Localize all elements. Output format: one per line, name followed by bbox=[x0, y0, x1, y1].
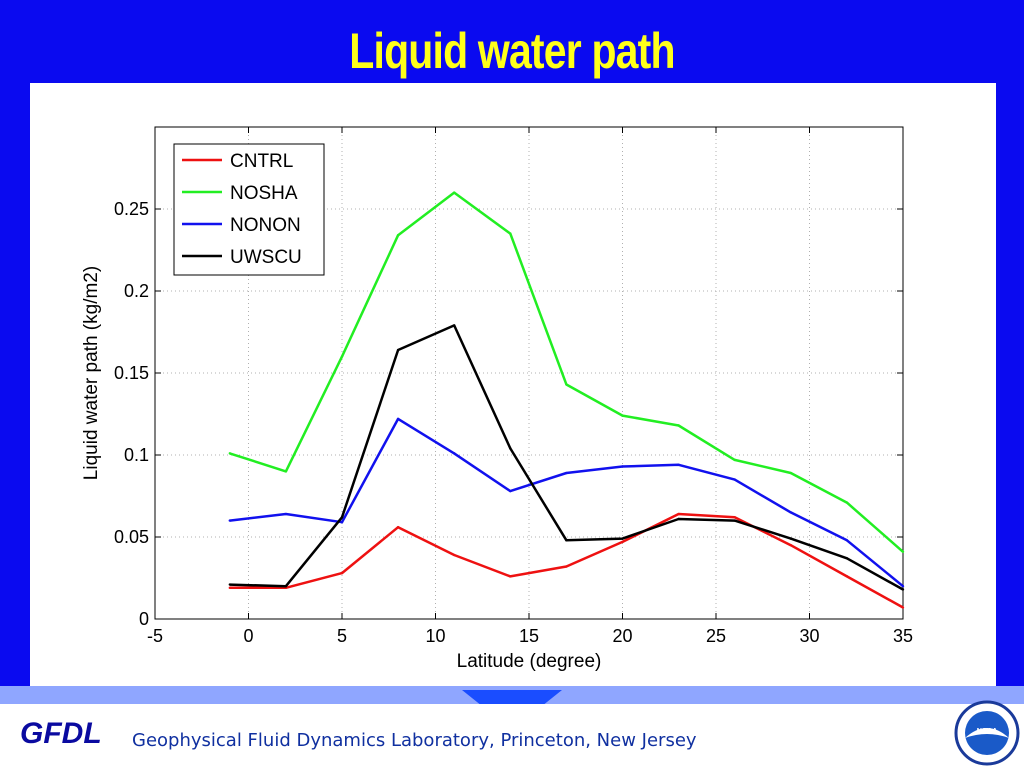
data-point-nonon bbox=[565, 471, 568, 475]
x-tick-label: 5 bbox=[337, 626, 347, 646]
data-point-nonon bbox=[453, 452, 456, 455]
series-line-cntrl bbox=[229, 512, 904, 609]
series-line-nonon bbox=[229, 417, 904, 588]
data-point-uwscu bbox=[453, 324, 456, 327]
data-point-nonon bbox=[509, 489, 512, 493]
data-point-nonon bbox=[228, 519, 231, 522]
footer-org: GFDL bbox=[20, 717, 102, 750]
noaa-logo: NOAA bbox=[954, 700, 1020, 766]
legend: CNTRL NOSHA NONON UWSCU bbox=[173, 143, 325, 276]
x-axis-label: Latitude (degree) bbox=[457, 651, 602, 672]
y-tick-label: 0.25 bbox=[114, 199, 149, 219]
data-point-cntrl bbox=[396, 525, 400, 529]
data-point-cntrl bbox=[228, 586, 231, 590]
data-point-cntrl bbox=[509, 575, 512, 578]
legend-label-nosha: NOSHA bbox=[230, 183, 298, 204]
data-point-cntrl bbox=[340, 571, 344, 575]
data-point-cntrl bbox=[901, 606, 905, 609]
data-point-uwscu bbox=[733, 519, 736, 522]
data-point-nosha bbox=[396, 234, 400, 237]
x-tick-label: 20 bbox=[612, 626, 632, 646]
y-axis-label: Liquid water path (kg/m2) bbox=[81, 266, 102, 480]
y-tick-label: 0.2 bbox=[124, 281, 149, 301]
data-point-uwscu bbox=[789, 537, 792, 540]
data-point-cntrl bbox=[845, 575, 849, 578]
data-point-cntrl bbox=[733, 516, 736, 519]
legend-label-nonon: NONON bbox=[230, 215, 301, 236]
x-tick-label: 35 bbox=[893, 626, 913, 646]
series-line-nosha bbox=[229, 191, 904, 553]
data-point-uwscu bbox=[621, 537, 624, 540]
footer bbox=[0, 704, 1024, 768]
footer-lab-text: Geophysical Fluid Dynamics Laboratory, P… bbox=[132, 730, 697, 751]
y-tick-label: 0.15 bbox=[114, 363, 149, 383]
series-line-uwscu bbox=[229, 324, 904, 591]
y-tick-label: 0.1 bbox=[124, 445, 149, 465]
data-point-nonon bbox=[789, 511, 792, 514]
x-tick-label: 10 bbox=[425, 626, 445, 646]
data-point-nosha bbox=[565, 383, 568, 386]
data-point-nosha bbox=[621, 414, 624, 417]
x-tick-label: 25 bbox=[706, 626, 726, 646]
data-point-nonon bbox=[340, 521, 344, 524]
data-point-nosha bbox=[733, 458, 736, 462]
data-point-nonon bbox=[733, 478, 736, 481]
data-point-nosha bbox=[228, 452, 231, 455]
data-point-nosha bbox=[677, 424, 680, 427]
data-point-nosha bbox=[509, 232, 512, 235]
data-point-uwscu bbox=[228, 583, 231, 586]
x-tick-label: -5 bbox=[147, 626, 163, 646]
data-point-cntrl bbox=[565, 565, 568, 568]
x-tick-label: 30 bbox=[799, 626, 819, 646]
data-point-uwscu bbox=[565, 539, 568, 542]
data-point-uwscu bbox=[340, 516, 344, 519]
data-point-nonon bbox=[845, 539, 849, 542]
data-point-nonon bbox=[621, 465, 624, 468]
y-tick-label: 0.05 bbox=[114, 527, 149, 547]
data-point-nosha bbox=[340, 355, 344, 358]
data-point-nonon bbox=[396, 417, 400, 421]
data-point-cntrl bbox=[789, 544, 792, 547]
slide-title: Liquid water path bbox=[349, 23, 675, 79]
data-point-uwscu bbox=[396, 348, 400, 352]
data-point-cntrl bbox=[621, 540, 624, 544]
data-point-nosha bbox=[284, 470, 288, 473]
data-point-nosha bbox=[845, 501, 849, 504]
data-point-nosha bbox=[789, 471, 792, 475]
data-point-cntrl bbox=[677, 512, 680, 516]
legend-label-cntrl: CNTRL bbox=[230, 151, 293, 172]
y-tick-label: 0 bbox=[139, 609, 149, 629]
data-point-nosha bbox=[453, 191, 456, 194]
data-point-nonon bbox=[677, 463, 680, 467]
x-tick-label: 15 bbox=[519, 626, 539, 646]
data-point-cntrl bbox=[453, 553, 456, 557]
data-point-uwscu bbox=[284, 585, 288, 588]
x-tick-label: 0 bbox=[243, 626, 253, 646]
data-point-uwscu bbox=[509, 447, 512, 450]
data-point-nosha bbox=[901, 550, 905, 553]
legend-label-uwscu: UWSCU bbox=[230, 247, 302, 268]
legend-box bbox=[173, 143, 325, 276]
data-point-uwscu bbox=[845, 557, 849, 560]
data-point-uwscu bbox=[901, 588, 905, 591]
noaa-logo-text: NOAA bbox=[977, 728, 998, 735]
data-point-nonon bbox=[284, 512, 288, 516]
data-point-uwscu bbox=[677, 517, 680, 521]
data-point-nonon bbox=[901, 585, 905, 588]
